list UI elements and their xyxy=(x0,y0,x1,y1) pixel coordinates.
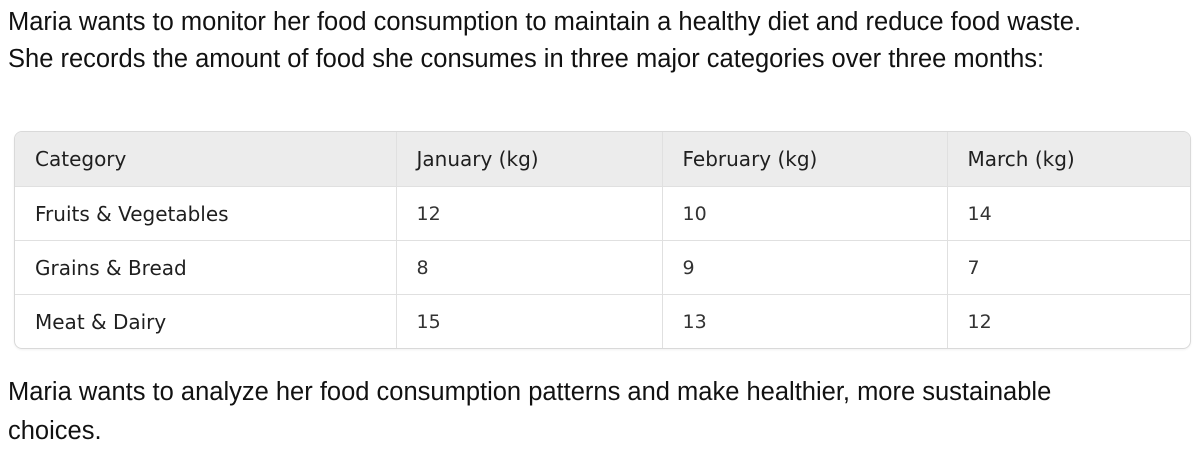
intro-paragraph: Maria wants to monitor her food consumpt… xyxy=(8,4,1193,78)
outro-paragraph: Maria wants to analyze her food consumpt… xyxy=(8,373,1193,451)
february-value: 13 xyxy=(662,294,948,348)
table-row: Grains & Bread 8 9 7 xyxy=(15,240,1190,295)
february-value: 10 xyxy=(662,186,948,241)
header-category: Category xyxy=(15,132,397,187)
table-header-row: Category January (kg) February (kg) Marc… xyxy=(15,132,1190,187)
march-value: 7 xyxy=(947,240,1190,295)
february-value: 9 xyxy=(662,240,948,295)
outro-line-1: Maria wants to analyze her food consumpt… xyxy=(8,378,1052,406)
march-value: 12 xyxy=(967,310,992,333)
january-value: 8 xyxy=(396,240,663,295)
header-january: January (kg) xyxy=(396,132,663,187)
row-category: Grains & Bread xyxy=(15,240,397,295)
row-category: Meat & Dairy xyxy=(15,294,397,348)
header-february: February (kg) xyxy=(662,132,948,187)
row-category: Fruits & Vegetables xyxy=(15,186,397,241)
header-march: March (kg) xyxy=(947,132,1190,187)
table-row: Fruits & Vegetables 12 10 14 xyxy=(15,186,1190,241)
january-value: 12 xyxy=(396,186,663,241)
march-value: 14 xyxy=(947,186,1190,241)
table-row: Meat & Dairy 15 13 12 xyxy=(15,294,1190,348)
outro-line-2: choices. xyxy=(8,417,102,445)
consumption-table: Category January (kg) February (kg) Marc… xyxy=(15,132,1190,348)
consumption-table-container: Category January (kg) February (kg) Marc… xyxy=(14,131,1191,349)
intro-line-2: She records the amount of food she consu… xyxy=(8,45,1045,73)
intro-line-1: Maria wants to monitor her food consumpt… xyxy=(8,8,1082,36)
january-value: 15 xyxy=(396,294,663,348)
